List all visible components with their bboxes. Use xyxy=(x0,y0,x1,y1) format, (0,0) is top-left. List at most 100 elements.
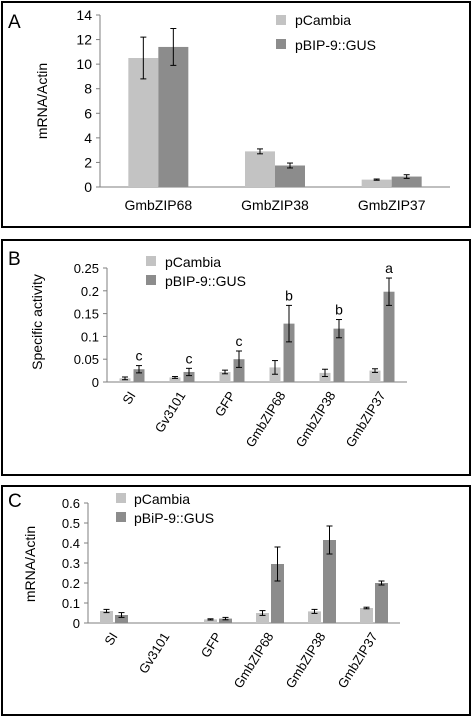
panel-a-ytick-label: 0 xyxy=(84,179,92,195)
panel-b-error-bar xyxy=(322,368,328,378)
panel-a-category-label: GmbZIP68 xyxy=(124,197,192,213)
panel-c-bar-pcambia xyxy=(204,619,217,623)
panel-a-error-bar xyxy=(287,162,293,169)
panel-b-category-label: GFP xyxy=(212,389,239,420)
panel-b-error-bar xyxy=(222,369,228,375)
panel-b-bar-pcambia xyxy=(169,377,181,382)
panel-c-legend-swatch-pcambia xyxy=(116,493,126,503)
panel-c-ytick-label: 0.5 xyxy=(62,516,80,531)
panel-c-bar-pbip xyxy=(375,583,388,623)
panel-c-category-label: GmbZIP37 xyxy=(335,630,381,691)
panel-b-ytick-label: 0.1 xyxy=(81,329,99,344)
panel-a-ytick-label: 10 xyxy=(76,56,92,72)
panel-b-error-bar xyxy=(236,350,242,368)
panel-a-ytick-label: 4 xyxy=(84,130,92,146)
panel-a-error-bar xyxy=(373,178,380,181)
panel-b-error-bar xyxy=(122,376,128,381)
panel-a-category-label: GmbZIP37 xyxy=(358,197,426,213)
panel-a-bar-pbip xyxy=(158,46,189,187)
panel-b-legend: pCambia pBIP-9::GUS xyxy=(146,254,246,289)
panel-b-category-label: SI xyxy=(119,389,138,407)
panel-c-error-bar xyxy=(207,618,214,621)
panel-b-significance-label: c xyxy=(236,333,243,349)
panel-b-error-bar xyxy=(336,319,342,339)
panel-b-ytick-label: 0.05 xyxy=(74,352,99,367)
panel-b-ytick-label: 0.25 xyxy=(74,261,99,276)
panel-c-ytick-label: 0.2 xyxy=(62,576,80,591)
panel-b-error-bar xyxy=(172,376,178,379)
panel-c-bar-pbip xyxy=(323,540,336,623)
panel-b-error-bar xyxy=(372,368,378,373)
panel-c-error-bar xyxy=(103,608,110,614)
panel-b-bar-pcambia xyxy=(319,372,331,382)
panel-c-ytick-label: 0.6 xyxy=(62,496,80,511)
panel-b-letter: B xyxy=(8,249,21,270)
panel-b-error-bar xyxy=(272,360,278,375)
panel-c-legend: pCambia pBiP-9::GUS xyxy=(116,491,214,526)
panel-b-legend-swatch-pcambia xyxy=(146,256,156,266)
panel-a-legend-swatch-pbip xyxy=(276,39,286,49)
panel-a-legend: pCambia pBIP-9::GUS xyxy=(276,12,376,53)
panel-b: B Specific activity 00.050.10.150.20.25 … xyxy=(1,239,471,476)
panel-a-ytick-label: 2 xyxy=(84,154,92,170)
panel-c-error-bar xyxy=(259,610,266,616)
panel-a-error-bar xyxy=(140,36,147,80)
panel-b-category-label: GmbZIP68 xyxy=(243,389,289,450)
panel-c-ytick-label: 0.1 xyxy=(62,596,80,611)
panel-b-significance-label: c xyxy=(186,350,193,366)
panel-a-frame xyxy=(1,1,471,228)
panel-b-bar-pbip xyxy=(183,371,195,382)
panel-b-error-bar xyxy=(286,304,292,343)
panel-c-bar-pcambia xyxy=(308,611,321,623)
panel-b-error-bar xyxy=(386,277,392,306)
panel-a-error-bar xyxy=(257,148,263,155)
panel-c-category-label: SI xyxy=(101,630,120,648)
panel-c-error-bar xyxy=(363,606,370,610)
panel-c-category-label: GmbZIP38 xyxy=(283,630,329,691)
panel-b-legend-label-pbip: pBIP-9::GUS xyxy=(165,273,246,289)
panel-c-error-bar xyxy=(118,612,125,618)
panel-c-bar-pcambia xyxy=(256,613,269,623)
panel-b-bar-pbip xyxy=(133,369,145,382)
panel-c-category-label: GmbZIP68 xyxy=(231,630,277,691)
panel-a-error-bar xyxy=(403,174,410,179)
panel-a-error-bar xyxy=(170,28,177,66)
panel-c: C mRNA/Actin 0 0.1 0.2 0.3 0.4 0.5 0.6 SI Gv310… xyxy=(1,485,471,716)
panel-b-frame xyxy=(1,239,471,476)
panel-a-legend-label-pbip: pBIP-9::GUS xyxy=(295,37,376,53)
panel-a-legend-swatch-pcambia xyxy=(276,15,286,25)
panel-c-bar-pbip xyxy=(271,564,284,623)
panel-b-ytick-label: 0.2 xyxy=(81,284,99,299)
panel-a-ylabel: mRNA/Actin xyxy=(34,63,50,139)
panel-b-bar-pbip xyxy=(233,359,245,382)
panel-b-bar-pbip xyxy=(283,323,295,382)
panel-b-error-bar xyxy=(136,365,142,374)
panel-c-category-label: Gv3101 xyxy=(136,630,173,677)
panel-b-significance-label: a xyxy=(385,260,393,276)
panel-b-significance-label: b xyxy=(335,302,343,318)
panel-b-error-bar xyxy=(186,367,192,377)
panel-c-error-bar xyxy=(311,608,318,614)
panel-c-ytick-label: 0.4 xyxy=(62,536,80,551)
panel-a-bar-pbip xyxy=(391,176,422,187)
panel-b-bar-pcambia xyxy=(219,371,231,382)
panel-a-bar-pcambia xyxy=(245,151,275,187)
panel-c-bar-pbip xyxy=(219,618,232,623)
panel-a-ytick-label: 6 xyxy=(84,105,92,121)
panel-b-ytick-label: 0.15 xyxy=(74,307,99,322)
panel-b-significance-label: c xyxy=(136,348,143,364)
panel-c-error-bar xyxy=(326,525,333,555)
panel-c-bar-pcambia xyxy=(360,608,373,623)
panel-a-bar-pcambia xyxy=(361,179,392,187)
panel-b-legend-swatch-pbip xyxy=(146,275,156,285)
panel-a-bar-pbip xyxy=(275,165,305,187)
panel-c-letter: C xyxy=(8,491,22,512)
panel-c-legend-swatch-pbip xyxy=(116,512,126,522)
panel-b-category-label: GmbZIP37 xyxy=(343,389,389,450)
panel-a-category-label: GmbZIP38 xyxy=(241,197,309,213)
panel-b-category-label: Gv3101 xyxy=(152,389,189,436)
panel-c-ytick-label: 0 xyxy=(73,616,80,631)
panel-b-legend-label-pcambia: pCambia xyxy=(165,254,221,270)
panel-c-bar-pcambia xyxy=(100,611,113,623)
